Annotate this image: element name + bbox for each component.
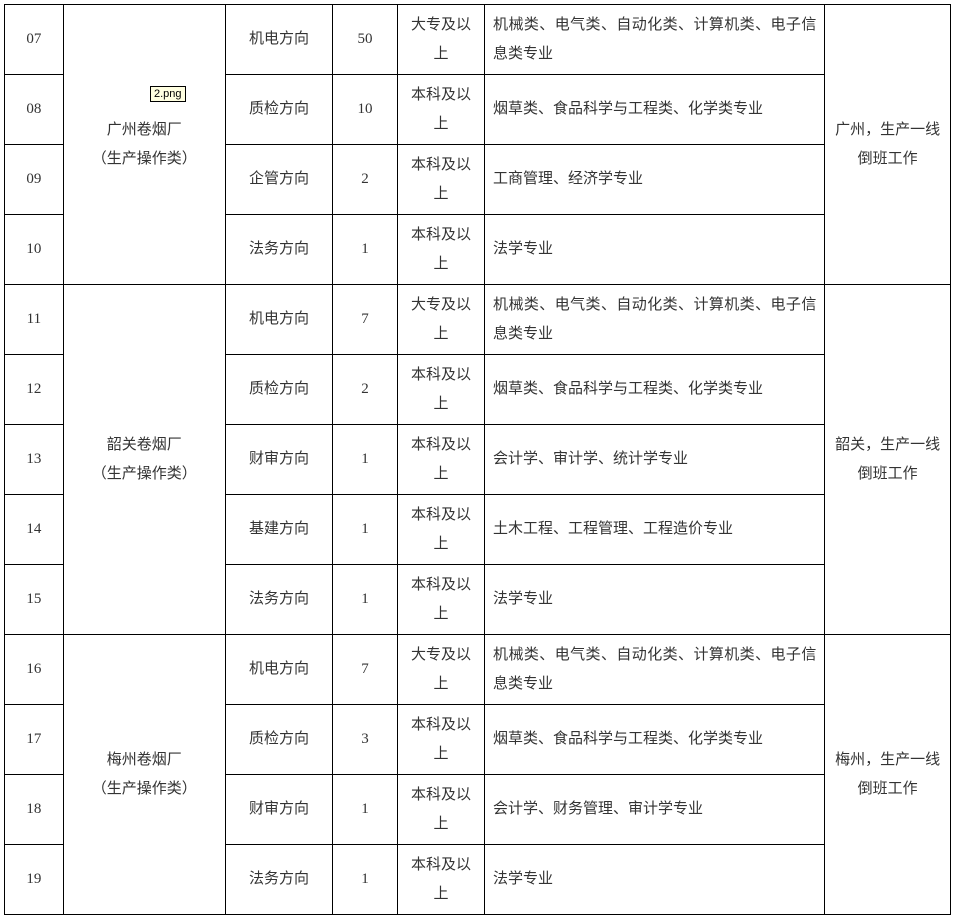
cell-direction: 机电方向	[225, 635, 332, 705]
cell-count: 1	[333, 215, 398, 285]
cell-direction: 机电方向	[225, 285, 332, 355]
cell-direction: 法务方向	[225, 845, 332, 915]
cell-id: 17	[5, 705, 64, 775]
cell-id: 13	[5, 425, 64, 495]
table-row: 07广州卷烟厂（生产操作类）机电方向50大专及以上机械类、电气类、自动化类、计算…	[5, 5, 951, 75]
cell-education: 本科及以上	[397, 215, 484, 285]
cell-id: 12	[5, 355, 64, 425]
cell-count: 50	[333, 5, 398, 75]
cell-education: 本科及以上	[397, 565, 484, 635]
cell-factory: 广州卷烟厂（生产操作类）	[63, 5, 225, 285]
cell-count: 1	[333, 425, 398, 495]
cell-factory: 韶关卷烟厂（生产操作类）	[63, 285, 225, 635]
cell-major: 烟草类、食品科学与工程类、化学类专业	[485, 705, 825, 775]
cell-id: 07	[5, 5, 64, 75]
cell-education: 本科及以上	[397, 775, 484, 845]
cell-education: 本科及以上	[397, 845, 484, 915]
table-row: 16梅州卷烟厂（生产操作类）机电方向7大专及以上机械类、电气类、自动化类、计算机…	[5, 635, 951, 705]
cell-id: 18	[5, 775, 64, 845]
cell-major: 会计学、审计学、统计学专业	[485, 425, 825, 495]
cell-major: 烟草类、食品科学与工程类、化学类专业	[485, 75, 825, 145]
recruitment-table: 07广州卷烟厂（生产操作类）机电方向50大专及以上机械类、电气类、自动化类、计算…	[4, 4, 951, 915]
cell-education: 大专及以上	[397, 5, 484, 75]
cell-id: 11	[5, 285, 64, 355]
cell-major: 会计学、财务管理、审计学专业	[485, 775, 825, 845]
cell-major: 机械类、电气类、自动化类、计算机类、电子信息类专业	[485, 635, 825, 705]
cell-education: 大专及以上	[397, 285, 484, 355]
cell-direction: 企管方向	[225, 145, 332, 215]
cell-direction: 质检方向	[225, 705, 332, 775]
cell-count: 7	[333, 285, 398, 355]
cell-major: 机械类、电气类、自动化类、计算机类、电子信息类专业	[485, 285, 825, 355]
cell-education: 本科及以上	[397, 425, 484, 495]
cell-id: 15	[5, 565, 64, 635]
cell-count: 3	[333, 705, 398, 775]
cell-factory: 梅州卷烟厂（生产操作类）	[63, 635, 225, 915]
cell-count: 2	[333, 145, 398, 215]
cell-major: 法学专业	[485, 215, 825, 285]
cell-count: 10	[333, 75, 398, 145]
cell-major: 机械类、电气类、自动化类、计算机类、电子信息类专业	[485, 5, 825, 75]
cell-id: 10	[5, 215, 64, 285]
cell-major: 烟草类、食品科学与工程类、化学类专业	[485, 355, 825, 425]
cell-major: 法学专业	[485, 565, 825, 635]
cell-direction: 质检方向	[225, 75, 332, 145]
cell-direction: 法务方向	[225, 565, 332, 635]
cell-education: 本科及以上	[397, 75, 484, 145]
cell-education: 本科及以上	[397, 355, 484, 425]
table-row: 11韶关卷烟厂（生产操作类）机电方向7大专及以上机械类、电气类、自动化类、计算机…	[5, 285, 951, 355]
cell-major: 法学专业	[485, 845, 825, 915]
cell-education: 本科及以上	[397, 495, 484, 565]
cell-note: 韶关，生产一线倒班工作	[825, 285, 951, 635]
cell-id: 14	[5, 495, 64, 565]
cell-count: 1	[333, 565, 398, 635]
cell-count: 1	[333, 775, 398, 845]
cell-count: 1	[333, 495, 398, 565]
cell-direction: 法务方向	[225, 215, 332, 285]
cell-direction: 机电方向	[225, 5, 332, 75]
cell-direction: 财审方向	[225, 775, 332, 845]
cell-count: 1	[333, 845, 398, 915]
tooltip-filename: 2.png	[150, 86, 186, 102]
cell-id: 09	[5, 145, 64, 215]
cell-direction: 基建方向	[225, 495, 332, 565]
cell-id: 16	[5, 635, 64, 705]
cell-major: 土木工程、工程管理、工程造价专业	[485, 495, 825, 565]
cell-major: 工商管理、经济学专业	[485, 145, 825, 215]
cell-note: 广州，生产一线倒班工作	[825, 5, 951, 285]
cell-direction: 财审方向	[225, 425, 332, 495]
cell-education: 本科及以上	[397, 705, 484, 775]
cell-id: 19	[5, 845, 64, 915]
cell-note: 梅州，生产一线倒班工作	[825, 635, 951, 915]
cell-direction: 质检方向	[225, 355, 332, 425]
cell-education: 大专及以上	[397, 635, 484, 705]
cell-count: 2	[333, 355, 398, 425]
cell-count: 7	[333, 635, 398, 705]
cell-id: 08	[5, 75, 64, 145]
cell-education: 本科及以上	[397, 145, 484, 215]
